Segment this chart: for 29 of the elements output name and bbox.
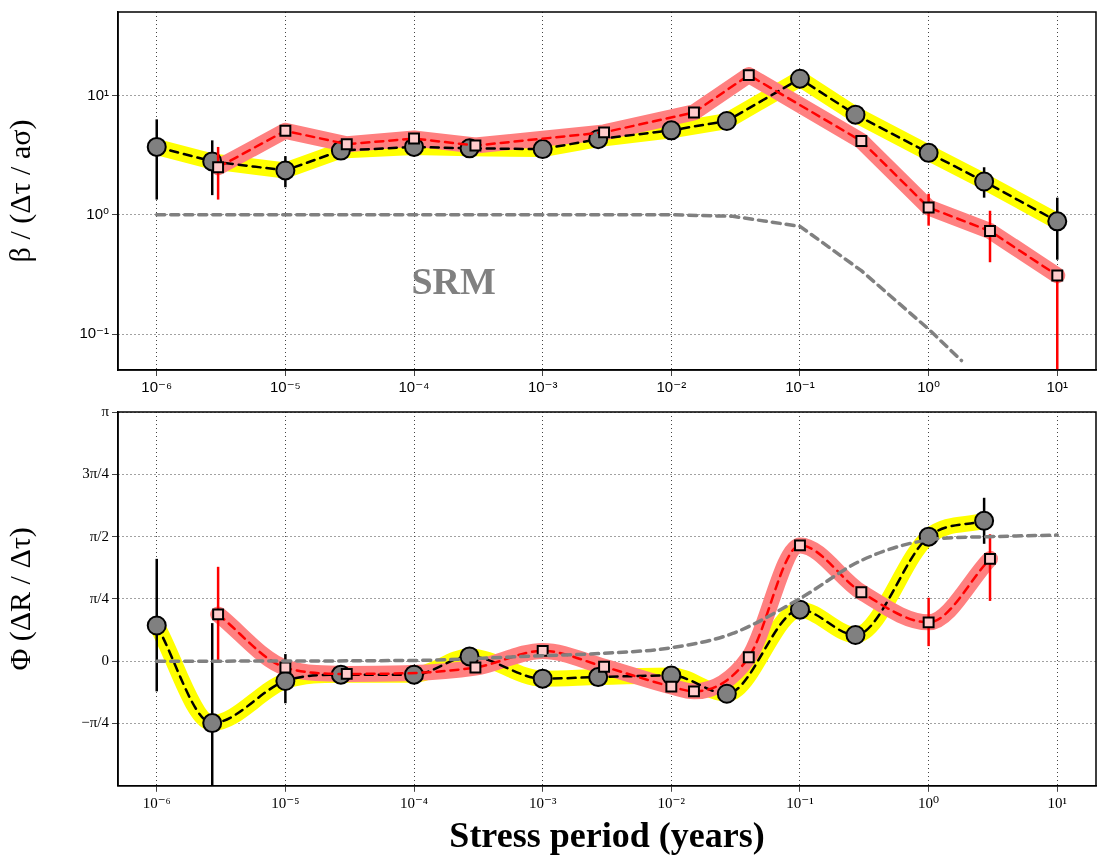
x-tick-label: 10⁻³: [527, 378, 558, 396]
y-tick-label: π: [101, 402, 110, 419]
y-tick-label: 3π/4: [82, 465, 110, 482]
x-tick-label: 10⁰: [918, 794, 940, 811]
x-tick-label: 10⁻²: [656, 378, 687, 396]
y-tick-label: 10⁻¹: [79, 324, 109, 342]
y-tick-label: π/4: [89, 589, 110, 606]
x-tick-label: 10⁻⁶: [142, 794, 171, 811]
x-axis-title: Stress period (years): [449, 814, 765, 855]
series-label: SRM: [411, 259, 496, 302]
y-tick-label: 10¹: [87, 85, 109, 103]
x-tick-label: 10⁻¹: [786, 794, 814, 811]
x-tick-label: 10¹: [1046, 378, 1069, 396]
y-tick-label: −π/4: [81, 714, 110, 731]
x-tick-label: 10⁻⁶: [141, 378, 173, 396]
x-tick-label: 10⁰: [917, 378, 940, 396]
y-tick-label: 0: [101, 652, 109, 669]
x-tick-label: 10⁻²: [657, 794, 686, 811]
y-tick-label: 10⁰: [86, 204, 109, 222]
y-tick-label: π/2: [89, 527, 109, 544]
x-tick-label: 10⁻¹: [785, 378, 815, 396]
x-tick-label: 10⁻⁵: [271, 794, 300, 811]
x-tick-label: 10⁻⁵: [269, 378, 301, 396]
x-tick-label: 10¹: [1047, 794, 1068, 811]
y-axis-title: Φ (ΔR / Δτ): [2, 527, 37, 671]
x-tick-label: 10⁻⁴: [399, 794, 429, 811]
x-tick-label: 10⁻³: [528, 794, 557, 811]
y-axis-title: β / (Δτ / aσ): [2, 119, 37, 263]
x-tick-label: 10⁻⁴: [398, 378, 430, 396]
